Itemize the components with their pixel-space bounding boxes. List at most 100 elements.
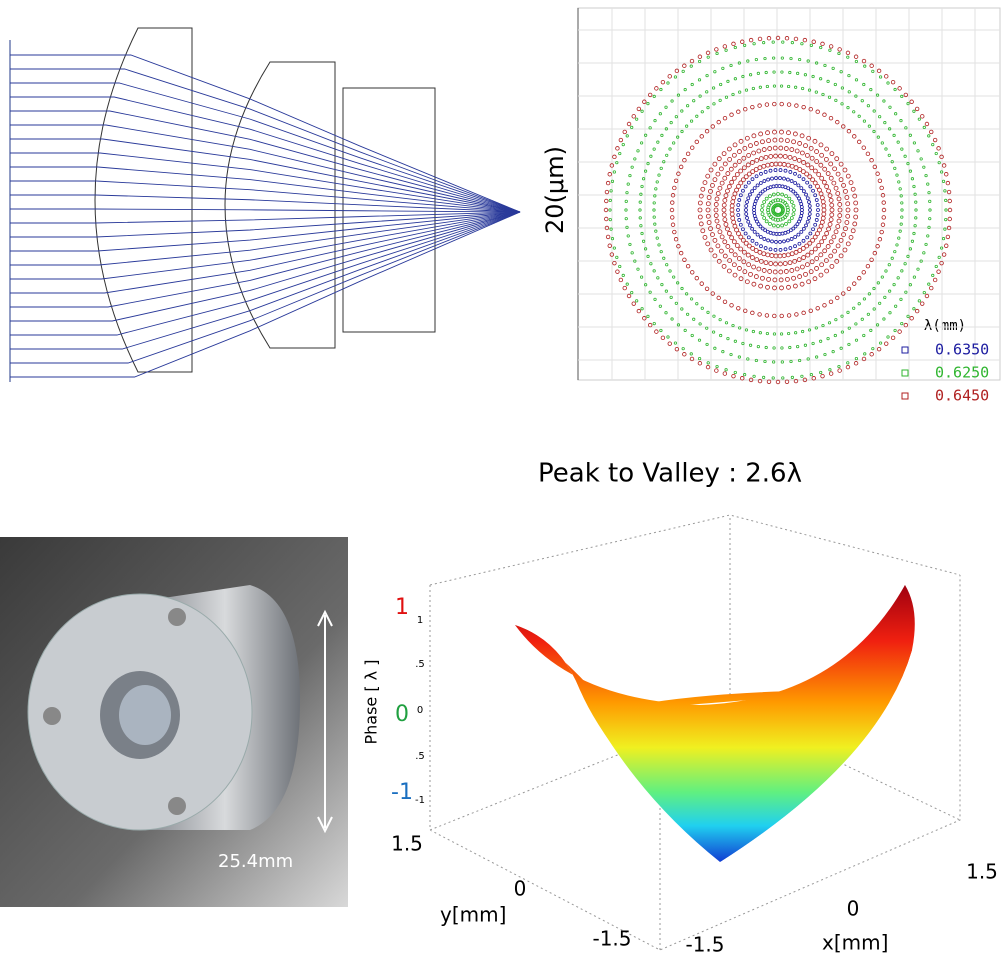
spot [833,249,837,253]
spot [812,75,814,77]
spot [899,188,901,190]
spot [673,230,677,234]
spot [613,155,617,159]
spot [730,64,732,66]
spot [735,244,739,248]
spot [782,41,784,43]
plot-title: Peak to Valley : 2.6λ [538,459,802,489]
spot [781,57,783,59]
spot [739,223,742,226]
spot [726,172,730,176]
spot [929,217,931,219]
spot [882,208,886,212]
spot [655,87,659,91]
z-tick-label: 0 [417,705,423,716]
spot [873,308,875,310]
spot [868,125,870,127]
spot [836,244,840,248]
spot [846,214,850,218]
spot [882,201,886,205]
spot [690,59,694,63]
spot [794,172,797,175]
spot [772,361,774,363]
spot [779,169,782,172]
spot [681,110,683,112]
spot [929,286,933,290]
spot [716,172,720,176]
spot [819,253,823,257]
surface-plot: Phase [ λ ] y[mm] x[mm] 10-11.50.5-11.50… [362,515,998,957]
spot [622,274,624,276]
y-tick-label: 0 [514,877,527,901]
spot [699,222,703,226]
spot [637,107,641,111]
spot [605,190,609,194]
spot [631,291,633,293]
spot [805,224,808,227]
spot [667,336,669,338]
spot [942,164,946,168]
spot [745,89,747,91]
spot [635,118,637,120]
spot [613,261,617,265]
spot [759,332,761,334]
spot [872,347,874,349]
spot [883,100,885,102]
spot [824,353,826,355]
spot [862,146,866,150]
spot [693,318,695,320]
spot [944,244,948,248]
spot [800,212,803,215]
spot [783,262,787,266]
spot [835,157,839,161]
spot [813,139,817,143]
spot [829,218,833,222]
spot [891,336,895,340]
spot [738,199,741,202]
spot [920,302,924,306]
spot [791,376,793,378]
spot [626,283,628,285]
spot [863,120,865,122]
spot [907,102,909,104]
spot [786,285,790,289]
spot [779,278,783,282]
spot [783,154,787,158]
spot [872,70,874,72]
spot [904,155,906,157]
spot [747,181,750,184]
spot [752,134,756,138]
spot [764,360,766,362]
spot [820,371,822,373]
spot [779,177,782,180]
spot [657,277,659,279]
spot [880,186,884,190]
spot [790,252,794,256]
spot [813,277,817,281]
spot [788,155,792,159]
spot [758,104,762,108]
spot [764,170,767,173]
spot [725,96,727,98]
spot [944,228,946,230]
spot [639,217,641,219]
spot [748,272,752,276]
spot [917,268,919,270]
spot [734,46,736,48]
spot [861,100,863,102]
spot [948,199,952,203]
spot [820,240,824,244]
spot [732,263,736,267]
spot [655,230,657,232]
spot [718,186,722,190]
spot [794,37,798,41]
spot [820,46,822,48]
spot [830,203,834,207]
spot [946,181,950,185]
spot [915,217,917,219]
spot [797,184,800,187]
spot [822,180,826,184]
spot [913,308,915,310]
spot [828,194,832,198]
spot [873,287,875,289]
